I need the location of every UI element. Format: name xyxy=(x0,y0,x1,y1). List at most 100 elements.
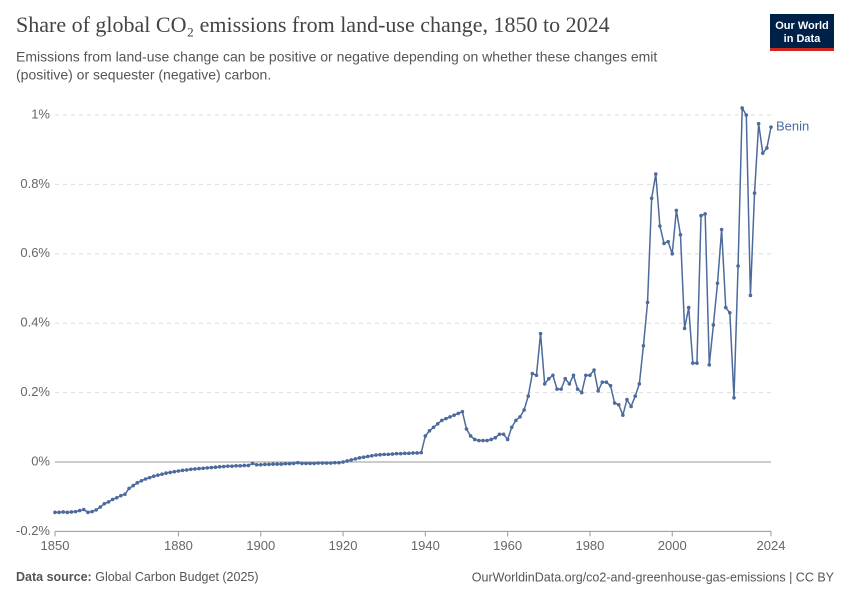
x-tick-label: 1980 xyxy=(575,538,604,553)
point xyxy=(73,509,78,514)
point xyxy=(230,464,234,468)
point xyxy=(477,438,481,443)
source-name: Global Carbon Budget (2025) xyxy=(95,570,258,584)
point xyxy=(123,492,127,497)
point xyxy=(534,373,539,378)
point xyxy=(61,510,66,514)
point xyxy=(542,382,547,386)
point xyxy=(468,434,473,438)
y-tick-label: 0.2% xyxy=(20,384,50,399)
point xyxy=(94,508,98,512)
point xyxy=(600,380,605,384)
point xyxy=(143,477,148,481)
y-tick-label: 0.6% xyxy=(20,245,50,260)
point xyxy=(304,461,308,466)
point xyxy=(110,497,115,502)
y-tick-label: 0.4% xyxy=(20,315,50,330)
point xyxy=(452,413,456,417)
point xyxy=(176,469,181,473)
point xyxy=(736,264,740,268)
point xyxy=(612,401,617,405)
point xyxy=(431,425,436,430)
point xyxy=(460,409,465,414)
x-tick-label: 1850 xyxy=(41,538,70,553)
point xyxy=(394,451,399,456)
point xyxy=(752,191,757,195)
point xyxy=(82,507,86,512)
credit[interactable]: OurWorldinData.org/co2-and-greenhouse-ga… xyxy=(472,570,835,584)
point xyxy=(287,461,292,466)
point xyxy=(353,457,358,461)
point xyxy=(497,432,502,437)
point xyxy=(254,462,259,467)
point xyxy=(86,510,90,515)
point xyxy=(653,172,658,176)
x-tick-label: 1920 xyxy=(329,538,358,553)
point xyxy=(596,389,600,393)
source-label: Data source: xyxy=(16,570,92,584)
point xyxy=(740,106,744,110)
x-tick-label: 2024 xyxy=(757,538,786,553)
point xyxy=(98,505,103,509)
point xyxy=(226,464,230,468)
point xyxy=(711,323,716,327)
point xyxy=(546,376,551,381)
point xyxy=(567,382,572,386)
point xyxy=(90,509,94,514)
point xyxy=(526,394,531,398)
point xyxy=(172,469,177,474)
logo[interactable]: Our World in Data xyxy=(770,14,834,51)
point xyxy=(324,461,329,465)
point xyxy=(213,465,218,470)
point xyxy=(106,500,111,504)
point xyxy=(678,232,683,237)
point xyxy=(316,461,321,465)
point xyxy=(744,113,749,117)
point xyxy=(263,462,267,467)
point xyxy=(57,510,61,515)
point xyxy=(509,425,514,430)
point xyxy=(160,472,164,476)
point xyxy=(258,462,263,467)
point xyxy=(662,241,666,246)
point xyxy=(114,495,119,500)
point xyxy=(584,373,588,378)
point xyxy=(625,397,629,402)
y-tick-label: 0.8% xyxy=(20,176,50,191)
point xyxy=(119,493,123,498)
point xyxy=(608,383,613,388)
point xyxy=(440,418,444,423)
point xyxy=(555,387,559,391)
point xyxy=(444,416,448,421)
point xyxy=(756,121,761,126)
point xyxy=(201,466,205,471)
point xyxy=(279,462,284,466)
point xyxy=(472,437,477,442)
point xyxy=(320,461,325,465)
point xyxy=(670,252,675,256)
point xyxy=(411,451,415,455)
point xyxy=(518,415,522,419)
point xyxy=(522,408,526,412)
point xyxy=(291,461,296,466)
point xyxy=(658,224,662,228)
point xyxy=(300,461,304,466)
point xyxy=(723,305,728,310)
x-tick-label: 1960 xyxy=(493,538,522,553)
point xyxy=(156,473,160,477)
x-tick-label: 2000 xyxy=(658,538,687,553)
point xyxy=(732,396,736,400)
point xyxy=(674,208,679,213)
point xyxy=(427,428,432,433)
point xyxy=(65,510,70,515)
point xyxy=(308,461,312,466)
legend-label: Benin xyxy=(776,119,809,134)
point xyxy=(378,452,382,457)
point xyxy=(164,471,168,475)
point xyxy=(345,459,349,463)
point xyxy=(295,460,300,465)
point xyxy=(209,465,214,470)
point xyxy=(370,453,374,458)
point xyxy=(464,427,469,431)
